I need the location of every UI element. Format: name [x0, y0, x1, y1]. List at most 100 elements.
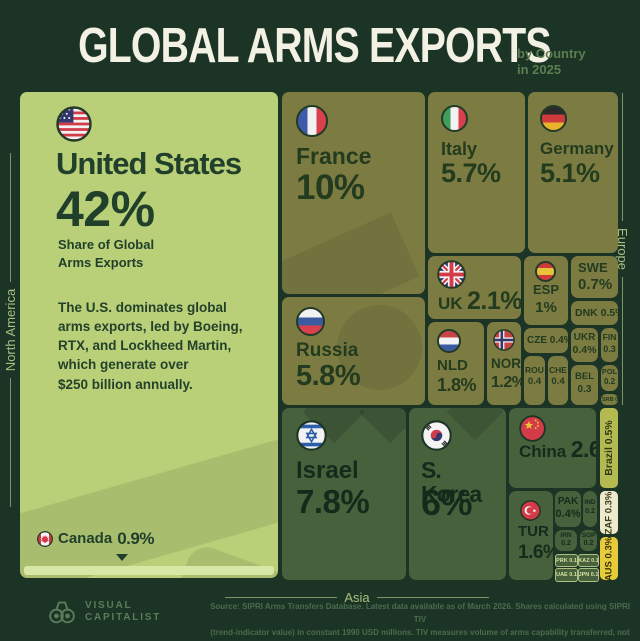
treemap-block-united-states: United States 42% Share of Global Arms E… [20, 92, 278, 578]
israel-value: 7.8% [296, 483, 370, 520]
rou-name: ROU [525, 365, 544, 375]
nor-name: NOR [491, 356, 521, 371]
region-label-europe: Europe [615, 93, 631, 406]
treemap-block-sgp: SGP 0.2 [580, 530, 597, 551]
treemap-block-swe: SWE 0.7% [571, 256, 618, 298]
sgp-name: SGP [581, 532, 596, 539]
pol-value: 0.2 [603, 377, 616, 386]
treemap-block-dnk: DNK 0.5% [571, 301, 618, 325]
logo-line2: CAPITALIST [85, 612, 162, 623]
nor-value: 1.2% [491, 374, 521, 391]
treemap-block-canada [24, 566, 274, 575]
france-flag-icon [296, 105, 328, 137]
uae-label: UAE 0.1 [556, 572, 577, 578]
pol-name: POL [601, 367, 618, 376]
chevron-watermark [446, 408, 504, 441]
pak-name: PAK [557, 496, 579, 507]
bel-value: 0.3 [577, 384, 592, 395]
us-note-line2: arms exports, led by Boeing, [58, 319, 243, 335]
region-label-north-america: North America [2, 153, 18, 507]
pak-value: 0.4% [555, 508, 581, 520]
treemap-block-cze: CZE 0.4% [524, 328, 568, 353]
canada-flag-icon [37, 530, 53, 547]
us-caption-line1: Share of Global [58, 237, 155, 252]
treemap-block-che: CHE 0.4 [548, 356, 568, 405]
irn-name: IRN [560, 532, 572, 539]
treemap-block-pol: POL 0.2 [601, 365, 618, 391]
israel-flag-icon [296, 420, 327, 451]
srb-label: SRB 0.1 [602, 396, 618, 403]
treemap-block-germany: Germany 5.1% [528, 92, 618, 253]
bel-name: BEL [575, 371, 594, 382]
jet-watermark [282, 212, 420, 294]
bracket-line [622, 276, 624, 406]
treemap-block-srb: SRB 0.1 [601, 394, 618, 405]
bracket-line [9, 153, 11, 282]
source-line1: Source: SIPRI Arms Transfers Database. L… [210, 602, 630, 624]
cze-value: 0.4% [549, 335, 568, 346]
kaz-label: KAZ 0.1 [578, 557, 599, 564]
tur-name: TUR [518, 523, 549, 540]
fin-name: FIN [602, 332, 617, 342]
south-korea-flag-icon [421, 420, 452, 451]
s-korea-name: S. Korea [421, 457, 482, 508]
ukr-name: UKR [573, 332, 596, 343]
us-caption-line2: Arms Exports [58, 255, 144, 271]
jpn-label: JPN 0.1 [578, 572, 599, 578]
treemap-block-uk: UK 2.1% [428, 256, 521, 319]
bracket-line [225, 596, 338, 598]
china-name: China [519, 442, 567, 461]
logo-text: VISUAL CAPITALIST [85, 600, 161, 625]
brazil-label: Brazil 0.5% [603, 420, 615, 476]
page-title: GLOBAL ARMS EXPORTS [77, 19, 551, 73]
russia-name: Russia [296, 340, 359, 361]
swe-name: SWE [578, 260, 608, 275]
bracket-line [622, 93, 624, 222]
bracket-line [376, 596, 490, 598]
ind-name: IND [584, 499, 596, 506]
ind-value: 0.2 [585, 508, 595, 515]
roundel-watermark [337, 305, 422, 390]
germany-value: 5.1% [540, 158, 600, 188]
bracket-line [9, 378, 11, 507]
europe-label: Europe [615, 228, 631, 270]
us-name: United States [56, 146, 242, 181]
prk-label: PRK 0.1 [556, 557, 577, 564]
binoculars-icon [49, 601, 75, 624]
italy-name: Italy [441, 139, 478, 159]
treemap-block-france: France 10% [282, 92, 425, 294]
treemap-block-china: China 2.6% [509, 408, 596, 488]
subtitle-line2: in 2025 [517, 61, 562, 77]
dnk-name: DNK [575, 307, 598, 319]
china-label: China 2.6% [519, 438, 596, 462]
treemap-block-rou: ROU 0.4 [524, 356, 545, 405]
china-value: 2.6% [570, 436, 596, 462]
us-note-line3: RTX, and Lockheed Martin, [58, 338, 232, 354]
treemap-block-prk: PRK 0.1 [555, 554, 578, 567]
treemap-block-nor: NOR 1.2% [487, 322, 521, 405]
israel-name: Israel [296, 457, 359, 484]
esp-value: 1% [535, 299, 557, 316]
treemap-block-s-korea: S. Korea 6% [409, 408, 506, 580]
north-america-label: North America [2, 288, 18, 372]
dnk-value: 0.5% [600, 307, 618, 319]
asia-label: Asia [344, 589, 370, 605]
sgp-value: 0.2 [583, 540, 594, 547]
france-value: 10% [296, 168, 365, 207]
uk-name: UK [438, 294, 463, 313]
treemap-block-zaf: ZAF 0.3% [600, 491, 618, 534]
che-name: CHE [549, 365, 567, 375]
s-korea-value: 6% [421, 482, 473, 523]
che-value: 0.4 [551, 376, 565, 387]
germany-flag-icon [540, 105, 567, 132]
turkey-flag-icon [520, 500, 541, 521]
uk-flag-icon [437, 260, 466, 289]
norway-flag-icon [493, 329, 515, 351]
chevron-watermark [358, 408, 406, 444]
china-flag-icon [519, 415, 546, 442]
canada-pointer-icon [116, 554, 128, 561]
treemap-block-esp: ESP 1% [524, 256, 568, 325]
us-note: The U.S. dominates global arms exports, … [58, 298, 243, 394]
treemap-block-aus: AUS 0.3% [600, 537, 618, 580]
